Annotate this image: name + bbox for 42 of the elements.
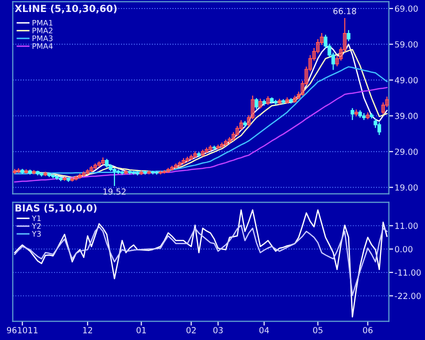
candlestick bbox=[258, 98, 262, 108]
candlestick bbox=[151, 170, 155, 174]
candlestick bbox=[189, 154, 194, 160]
y-tick-label: 11.00 bbox=[395, 222, 418, 229]
x-tick-label: 01 bbox=[136, 327, 146, 334]
candlestick bbox=[254, 98, 258, 110]
y-tick-label: 19.00 bbox=[395, 184, 418, 191]
x-tick-label: 04 bbox=[259, 327, 269, 334]
line-series bbox=[14, 86, 388, 183]
x-tick-label: 12 bbox=[83, 327, 92, 334]
candlestick bbox=[350, 108, 354, 120]
y-tick-label: 49.00 bbox=[394, 77, 418, 84]
line-series bbox=[14, 66, 388, 174]
y-tick-label: 0.00 bbox=[394, 246, 412, 252]
y-tick-label: 59.00 bbox=[395, 41, 418, 48]
candlestick bbox=[200, 150, 205, 156]
candlestick bbox=[93, 164, 98, 170]
candlestick bbox=[377, 122, 382, 135]
candlestick bbox=[346, 30, 350, 42]
y-tick-label: 29.00 bbox=[395, 148, 418, 155]
y-tick-label: 39.00 bbox=[395, 112, 418, 120]
chart-title: BIAS (5,10,0,0) bbox=[16, 204, 97, 213]
candlestick bbox=[112, 168, 116, 186]
candlestick bbox=[366, 112, 370, 120]
annotation: 19.52 bbox=[103, 188, 126, 195]
candlestick bbox=[70, 178, 74, 182]
candlestick bbox=[224, 140, 228, 146]
x-tick-label: 02 bbox=[186, 327, 196, 334]
candlestick bbox=[82, 171, 86, 176]
x-tick-label: 05 bbox=[313, 327, 322, 334]
y-tick-label: -22.00 bbox=[394, 292, 421, 300]
x-tick-label: 03 bbox=[213, 327, 223, 334]
chart-title: XLINE (5,10,30,60) bbox=[14, 4, 117, 14]
x-tick-label: 961011 bbox=[6, 327, 38, 334]
candlestick bbox=[158, 170, 162, 174]
annotation: 66.18 bbox=[333, 8, 356, 14]
y-tick-label: -11.00 bbox=[394, 269, 421, 276]
y-tick-label: 69.00 bbox=[395, 5, 418, 12]
candlestick bbox=[212, 146, 216, 150]
x-tick-label: 06 bbox=[363, 327, 373, 334]
candlestick bbox=[178, 161, 182, 166]
line-series bbox=[14, 224, 388, 296]
